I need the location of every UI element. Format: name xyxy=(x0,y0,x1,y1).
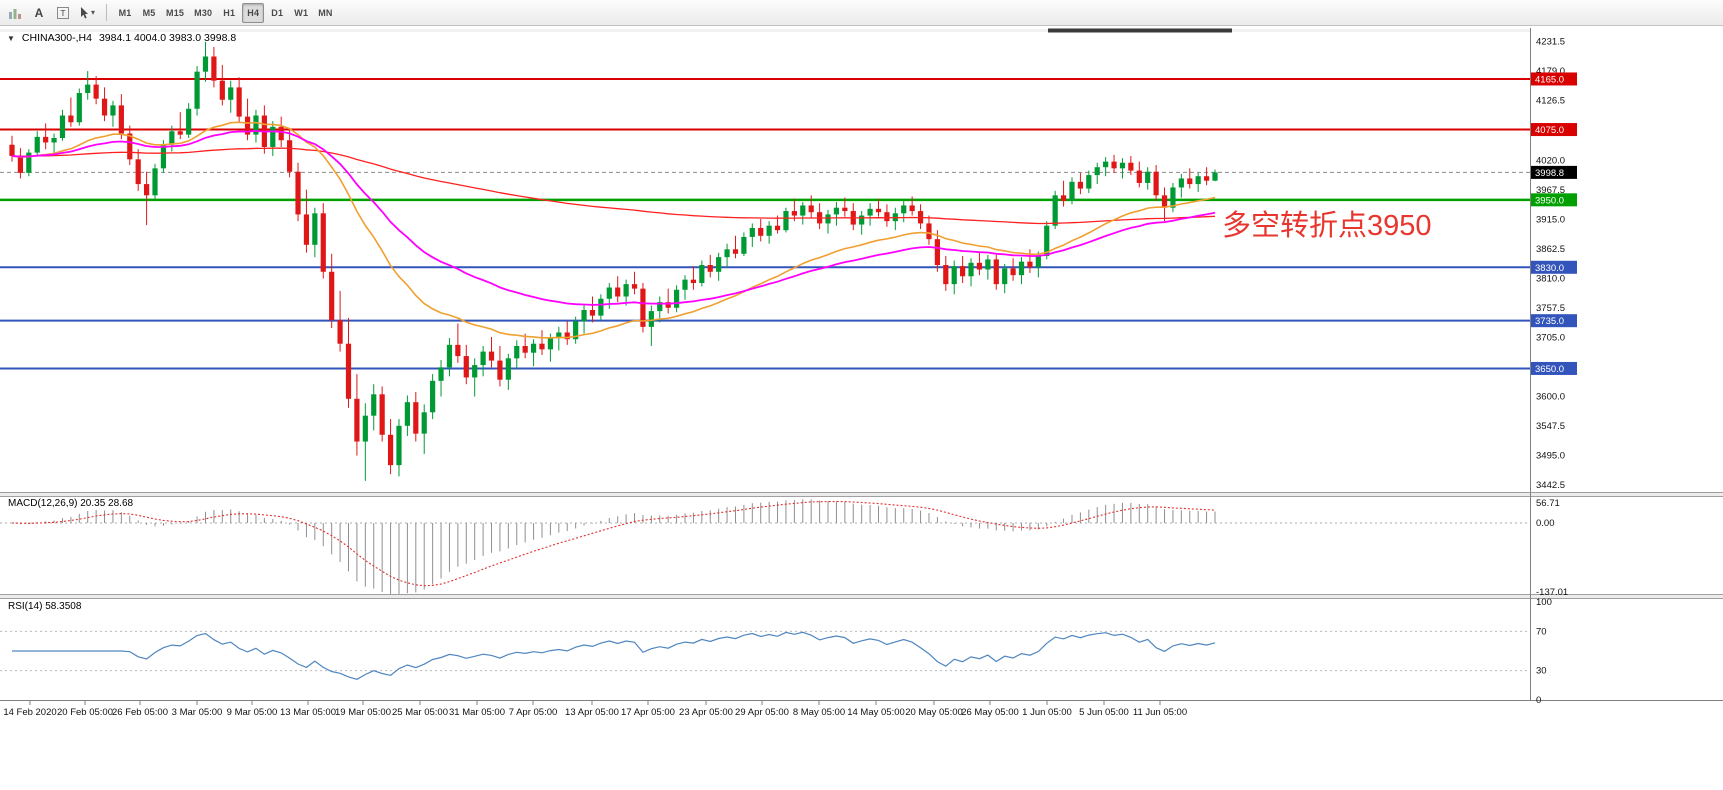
svg-text:3495.0: 3495.0 xyxy=(1536,451,1565,462)
top-toolbar: A T ▾ M1 M5 M15 M30 H1 H4 D1 W1 MN xyxy=(0,0,1723,26)
rsi-line xyxy=(12,631,1216,680)
svg-text:70: 70 xyxy=(1536,626,1547,637)
symbol-period-label: CHINA300-,H4 xyxy=(21,32,92,44)
svg-text:3735.0: 3735.0 xyxy=(1535,316,1564,327)
svg-text:26 Feb 05:00: 26 Feb 05:00 xyxy=(112,707,168,718)
svg-text:13 Mar 05:00: 13 Mar 05:00 xyxy=(280,707,336,718)
pane-separator[interactable] xyxy=(0,492,1723,497)
textbox-tool-button[interactable]: T xyxy=(52,3,74,23)
svg-text:3757.5: 3757.5 xyxy=(1536,303,1565,314)
svg-text:3950.0: 3950.0 xyxy=(1535,195,1564,206)
cursor-tool-dropdown[interactable]: ▾ xyxy=(76,3,99,23)
svg-text:4231.5: 4231.5 xyxy=(1536,37,1565,48)
chart-canvas[interactable]: 4231.5 4179.0 4126.5 4075.0 4020.0 3967.5 3915… xyxy=(0,26,1723,790)
svg-text:8 May 05:00: 8 May 05:00 xyxy=(793,707,845,718)
timeframe-m5[interactable]: M5 xyxy=(138,3,160,23)
svg-text:3705.0: 3705.0 xyxy=(1536,333,1565,344)
svg-text:3 Mar 05:00: 3 Mar 05:00 xyxy=(172,707,223,718)
price-tag-4165.0: 4165.0 xyxy=(1531,72,1577,86)
candlestick-series xyxy=(9,41,1218,481)
chart-annotation-text[interactable]: 多空转折点3950 xyxy=(1222,210,1432,242)
svg-text:1 Jun 05:00: 1 Jun 05:00 xyxy=(1022,707,1072,718)
svg-text:3830.0: 3830.0 xyxy=(1535,263,1564,274)
horizontal-scrollbar-thumb[interactable] xyxy=(1048,28,1232,33)
price-tag-3830.0: 3830.0 xyxy=(1531,260,1577,274)
chart-grid-icon[interactable] xyxy=(4,3,26,23)
svg-text:20 Feb 05:00: 20 Feb 05:00 xyxy=(57,707,113,718)
cursor-arrow-icon xyxy=(81,6,88,18)
time-axis-labels: 14 Feb 2020 20 Feb 05:00 26 Feb 05:00 3 Mar… xyxy=(3,701,1187,718)
price-tag-3650.0: 3650.0 xyxy=(1531,361,1577,375)
svg-text:14 Feb 2020: 14 Feb 2020 xyxy=(3,707,56,718)
chevron-down-icon: ▾ xyxy=(91,8,96,17)
svg-text:25 Mar 05:00: 25 Mar 05:00 xyxy=(392,707,448,718)
pane-separator[interactable] xyxy=(0,594,1723,599)
svg-text:19 Mar 05:00: 19 Mar 05:00 xyxy=(335,707,391,718)
ohlc-values: 3984.1 4004.0 3983.0 3998.8 xyxy=(98,32,237,44)
timeframe-m30[interactable]: M30 xyxy=(190,3,216,23)
svg-text:7 Apr 05:00: 7 Apr 05:00 xyxy=(509,707,558,718)
horizontal-scrollbar-track[interactable] xyxy=(0,29,1530,32)
price-tag-3735.0: 3735.0 xyxy=(1531,314,1577,328)
timeframe-w1[interactable]: W1 xyxy=(290,3,312,23)
svg-text:0.00: 0.00 xyxy=(1536,518,1555,529)
svg-text:4126.5: 4126.5 xyxy=(1536,96,1565,107)
svg-text:4020.0: 4020.0 xyxy=(1536,155,1565,166)
svg-text:3810.0: 3810.0 xyxy=(1536,274,1565,285)
svg-text:4179.0: 4179.0 xyxy=(1536,66,1565,77)
svg-text:3600.0: 3600.0 xyxy=(1536,392,1565,403)
letter-t-icon: T xyxy=(57,6,69,19)
macd-signal-line xyxy=(11,500,1216,587)
svg-text:4075.0: 4075.0 xyxy=(1535,125,1564,136)
svg-text:9 Mar 05:00: 9 Mar 05:00 xyxy=(227,707,278,718)
ma-line-fast-orange xyxy=(11,121,1216,339)
svg-text:29 Apr 05:00: 29 Apr 05:00 xyxy=(735,707,789,718)
svg-text:5 Jun 05:00: 5 Jun 05:00 xyxy=(1079,707,1129,718)
svg-text:13 Apr 05:00: 13 Apr 05:00 xyxy=(565,707,619,718)
timeframe-mn[interactable]: MN xyxy=(314,3,336,23)
svg-text:26 May 05:00: 26 May 05:00 xyxy=(961,707,1019,718)
rsi-indicator-label: RSI(14) 58.3508 xyxy=(8,601,82,612)
chart-title: ▼ CHINA300-,H4 3984.1 4004.0 3983.0 3998… xyxy=(7,32,236,44)
svg-text:3967.5: 3967.5 xyxy=(1536,185,1565,196)
svg-text:3998.8: 3998.8 xyxy=(1535,168,1564,179)
svg-text:31 Mar 05:00: 31 Mar 05:00 xyxy=(449,707,505,718)
ma-line-mid-magenta xyxy=(11,130,1216,306)
price-tag-3998.8: 3998.8 xyxy=(1531,165,1577,179)
price-tag-3950.0: 3950.0 xyxy=(1531,193,1577,207)
annotate-text-button[interactable]: A xyxy=(28,3,50,23)
svg-text:20 May 05:00: 20 May 05:00 xyxy=(905,707,963,718)
ma-line-slow-red xyxy=(11,147,1216,225)
svg-text:4165.0: 4165.0 xyxy=(1535,74,1564,85)
svg-text:23 Apr 05:00: 23 Apr 05:00 xyxy=(679,707,733,718)
macd-indicator-label: MACD(12,26,9) 20.35 28.68 xyxy=(8,498,134,509)
macd-histogram xyxy=(19,499,1216,594)
timeframe-d1[interactable]: D1 xyxy=(266,3,288,23)
letter-a-icon: A xyxy=(34,5,44,20)
svg-text:3547.5: 3547.5 xyxy=(1536,421,1565,432)
timeframe-m15[interactable]: M15 xyxy=(162,3,188,23)
svg-text:3442.5: 3442.5 xyxy=(1536,480,1565,491)
svg-text:14 May 05:00: 14 May 05:00 xyxy=(847,707,905,718)
price-tag-4075.0: 4075.0 xyxy=(1531,123,1577,137)
svg-text:3862.5: 3862.5 xyxy=(1536,244,1565,255)
svg-text:17 Apr 05:00: 17 Apr 05:00 xyxy=(621,707,675,718)
svg-text:-137.01: -137.01 xyxy=(1536,587,1568,598)
timeframe-m1[interactable]: M1 xyxy=(114,3,136,23)
svg-text:100: 100 xyxy=(1536,597,1552,608)
svg-text:11 Jun 05:00: 11 Jun 05:00 xyxy=(1133,707,1187,718)
svg-text:56.71: 56.71 xyxy=(1536,498,1560,509)
svg-text:30: 30 xyxy=(1536,666,1547,677)
horizontal-level-lines[interactable] xyxy=(0,77,1530,370)
svg-text:0: 0 xyxy=(1536,695,1541,706)
svg-text:3650.0: 3650.0 xyxy=(1535,364,1564,375)
svg-text:3915.0: 3915.0 xyxy=(1536,214,1565,225)
timeframe-h1[interactable]: H1 xyxy=(218,3,240,23)
bar-chart-icon xyxy=(9,8,21,19)
toolbar-separator xyxy=(106,4,108,21)
timeframe-h4[interactable]: H4 xyxy=(242,2,265,23)
one-click-trading-arrow[interactable]: ▼ xyxy=(7,33,15,43)
